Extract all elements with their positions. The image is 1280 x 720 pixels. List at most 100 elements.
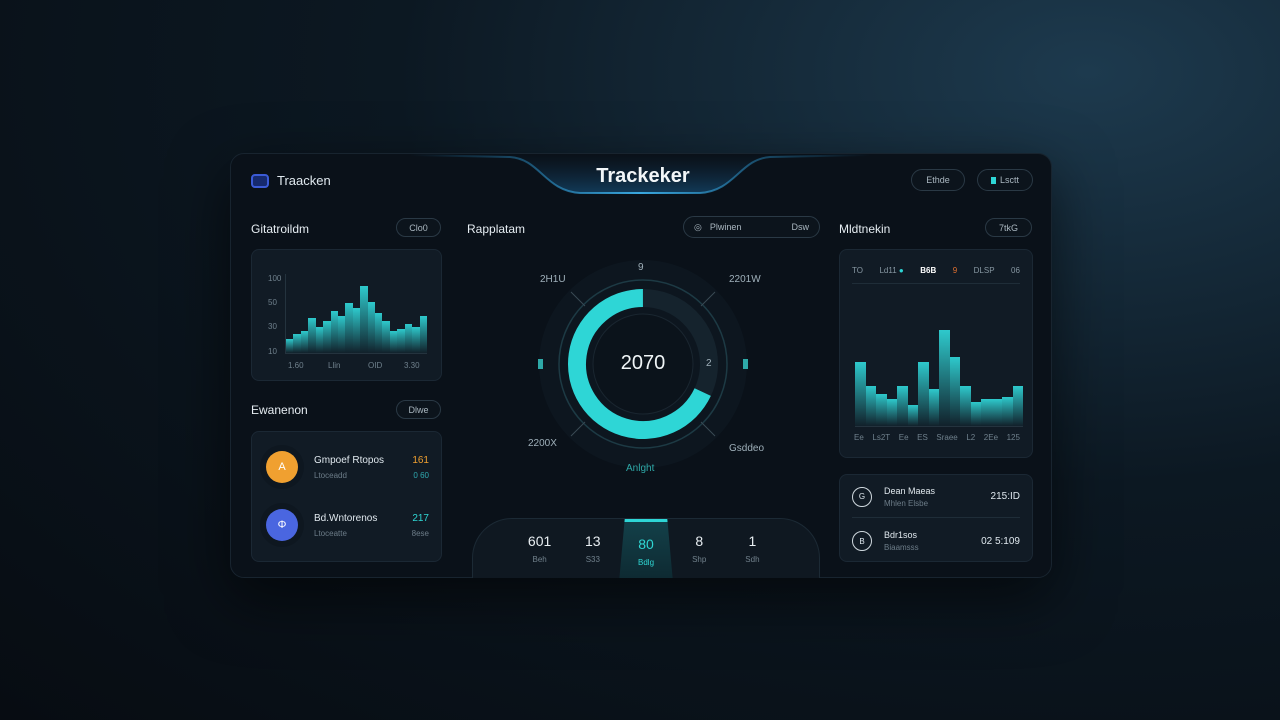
item-sub: Ltoceatte — [314, 528, 347, 538]
y-tick: 50 — [268, 298, 277, 307]
item-value: 217 — [412, 512, 429, 524]
x-tick: Ee — [898, 433, 909, 442]
gauge-tick — [700, 421, 716, 437]
left-chart-title: Gitatroildm — [251, 222, 310, 236]
gauge-label-right: 2 — [706, 358, 712, 369]
gauge-label-top: 9 — [638, 262, 644, 273]
item-value: 02 5:109 — [981, 535, 1020, 547]
chart-bar — [323, 321, 331, 353]
chart-bar — [949, 356, 960, 426]
x-tick: ES — [917, 433, 928, 442]
chart-bar — [855, 362, 866, 426]
header-button-2[interactable]: Lsctt — [977, 169, 1033, 191]
item-sub: Mhlen Elsbe — [884, 498, 929, 508]
chart-bar — [970, 402, 981, 426]
chart-bar — [960, 386, 971, 426]
chart-bar — [1012, 386, 1023, 426]
avatar-icon: Φ — [277, 519, 287, 531]
x-tick: Ls2T — [872, 433, 891, 442]
tab-label: S33 — [585, 555, 600, 564]
gauge-value: 2070 — [620, 352, 666, 374]
circle-icon: B — [852, 531, 872, 551]
list-item[interactable]: Φ Bd.Wntorenos Ltoceatte 217 8ese — [266, 500, 429, 550]
gauge-marker — [538, 359, 543, 369]
chart-bar — [315, 327, 324, 353]
tab-value: 13 — [585, 533, 601, 549]
x-tick: 125 — [1006, 433, 1020, 442]
chart-bar — [981, 399, 992, 426]
x-tick: 1.60 — [288, 361, 304, 370]
bottom-tab[interactable]: 80 Bdlg — [619, 519, 673, 578]
item-name: Bd.Wntorenos — [314, 512, 378, 524]
legend-item: 06 — [1011, 266, 1020, 275]
chart-bar — [360, 285, 368, 353]
left-list-card: A Gmpoef Rtopos Ltoceadd 161 0 60 Φ Bd.Wnt… — [251, 431, 442, 562]
tab-value: 1 — [748, 533, 757, 549]
right-list-card: G Dean Maeas Mhlen Elsbe 215:ID B Bdr1sos… — [839, 474, 1033, 562]
brand[interactable]: Traacken — [251, 173, 331, 188]
chart-bar — [389, 330, 398, 353]
chart-bar — [293, 333, 301, 353]
list-item[interactable]: B Bdr1sos Biaamsss 02 5:109 — [852, 520, 1020, 562]
legend-item: B6B — [920, 266, 937, 275]
item-name: Gmpoef Rtopos — [314, 454, 385, 466]
item-sub: Biaamsss — [884, 543, 919, 552]
x-tick: Ee — [854, 433, 864, 442]
avatar: A — [266, 451, 298, 483]
legend-item: 9 — [952, 266, 958, 275]
left-list-button[interactable]: Dlwe — [396, 400, 441, 419]
tab-value: 601 — [527, 533, 552, 549]
status-icon — [990, 176, 996, 184]
chart-bar — [865, 386, 876, 426]
x-tick: Sraee — [936, 433, 958, 442]
left-chart-button[interactable]: Clo0 — [396, 218, 441, 237]
app-title: Trackeker — [596, 165, 690, 187]
right-chart-card: TO Ld11 ● B6B 9 DLSP 06 Ee Ls2T Ee ES Sraee L… — [839, 249, 1033, 458]
right-chart-button[interactable]: 7tkG — [985, 218, 1032, 237]
bottom-tab-bar: 601 Beh 13 S33 80 Bdlg 8 Shp 1 Sdh — [472, 518, 820, 578]
tab-label: Sdh — [745, 555, 760, 564]
gauge-label-top-left: 2H1U — [540, 274, 566, 285]
chart-bar — [1002, 396, 1013, 426]
item-value: 215:ID — [990, 491, 1020, 502]
bottom-tab[interactable]: 601 Beh — [513, 519, 566, 578]
gauge-label-top-right: 2201W — [729, 274, 761, 285]
list-item[interactable]: A Gmpoef Rtopos Ltoceadd 161 0 60 — [266, 442, 429, 492]
chart-bar — [404, 324, 413, 353]
chart-bar — [375, 313, 383, 353]
chart-bar — [419, 316, 427, 353]
chart-bar — [308, 317, 316, 353]
bottom-tab[interactable]: 13 S33 — [566, 519, 619, 578]
chart-bar — [876, 394, 887, 426]
list-item[interactable]: G Dean Maeas Mhlen Elsbe 215:ID — [852, 476, 1020, 518]
item-sub: Ltoceadd — [314, 470, 347, 480]
y-tick: 10 — [268, 347, 277, 356]
chart-bar — [928, 388, 939, 426]
item-name: Dean Maeas — [884, 485, 936, 496]
x-tick: 3.30 — [404, 361, 420, 370]
chart-bar — [330, 311, 338, 353]
x-tick: Llin — [328, 361, 341, 370]
item-value: 161 — [412, 454, 429, 466]
chart-bar — [337, 316, 346, 353]
gauge-tick — [700, 291, 716, 307]
left-bar-plot — [285, 274, 427, 354]
chart-bar — [352, 308, 361, 353]
gauge-label-bottom: Anlght — [626, 463, 655, 474]
y-tick: 30 — [268, 322, 277, 331]
header-button-1[interactable]: Ethde — [911, 169, 965, 191]
bottom-tab[interactable]: 1 Sdh — [726, 519, 779, 578]
search-icon: ◎ — [694, 221, 702, 232]
logo-icon — [251, 173, 269, 188]
search-right-label: Dsw — [791, 222, 810, 232]
gauge — [538, 260, 748, 468]
gauge-search[interactable]: ◎ Plwinen Dsw — [683, 216, 820, 238]
chart-bar — [286, 338, 294, 353]
header-button-2-label: Lsctt — [999, 175, 1019, 185]
chart-bar — [345, 303, 353, 353]
bottom-tab[interactable]: 8 Shp — [673, 519, 726, 578]
chart-bar — [907, 404, 918, 426]
chart-bar — [300, 330, 309, 353]
chart-bar — [382, 321, 390, 353]
x-tick: L2 — [966, 433, 976, 442]
